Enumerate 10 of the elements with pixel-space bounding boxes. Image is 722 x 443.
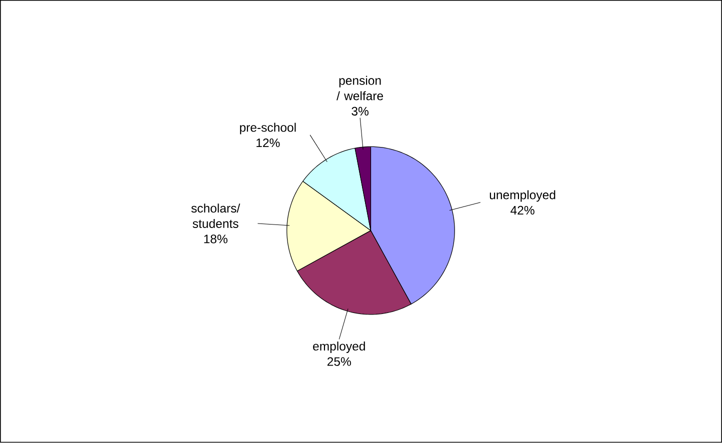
slice-label: pre-school (240, 122, 296, 134)
slice-label: scholars/ students (191, 204, 240, 228)
data-label: 12% (256, 138, 280, 148)
data-label: 42% (510, 206, 534, 215)
data-label: 25% (327, 357, 351, 366)
slice-label: pension / welfare (336, 76, 384, 100)
data-label: 3% (352, 107, 368, 116)
slice-label: unemployed (490, 190, 556, 202)
data-label: 18% (204, 234, 228, 244)
slice-label: employed (313, 342, 365, 354)
